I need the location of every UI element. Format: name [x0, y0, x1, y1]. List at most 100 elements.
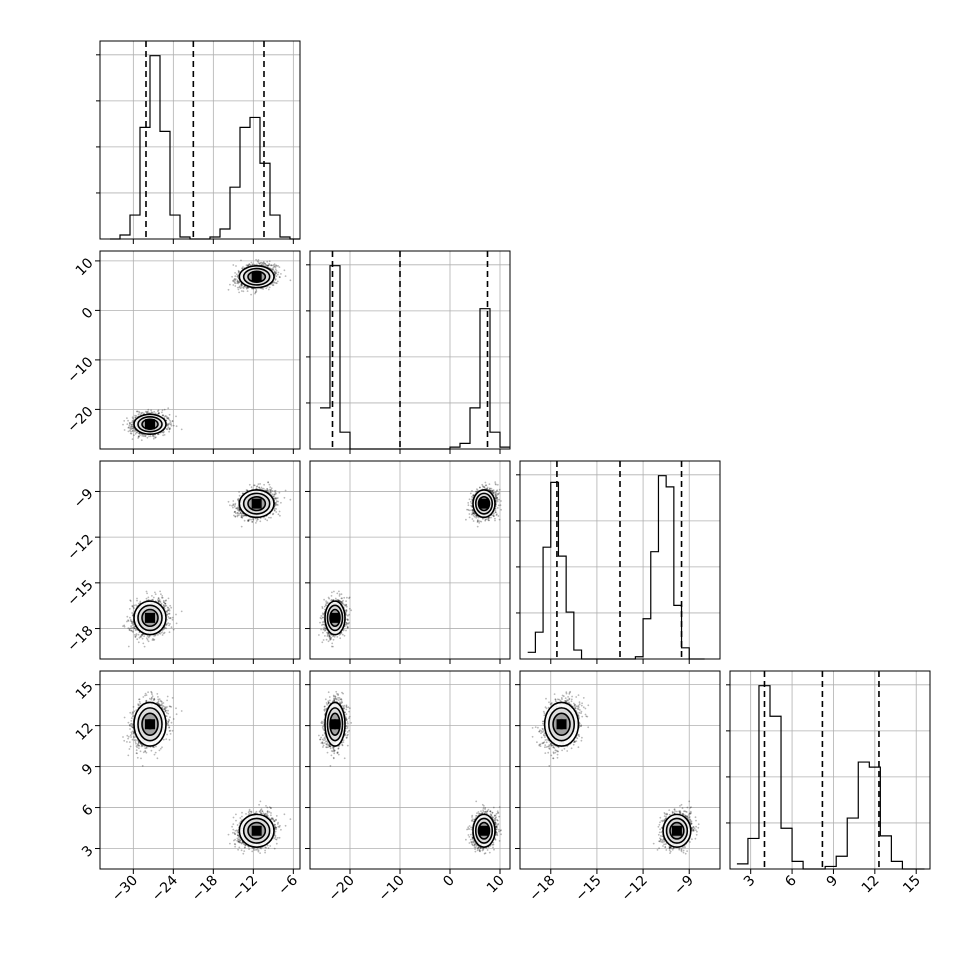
- sample-point: [152, 637, 154, 640]
- sample-point: [234, 282, 237, 285]
- sample-point: [128, 421, 131, 424]
- sample-point: [147, 636, 150, 639]
- sample-point: [163, 601, 166, 604]
- sample-point: [131, 438, 134, 440]
- sample-point: [137, 641, 140, 644]
- sample-point: [229, 283, 231, 286]
- sample-point: [151, 411, 154, 414]
- sample-point: [146, 638, 149, 641]
- sample-point: [136, 597, 138, 600]
- sample-point: [127, 426, 130, 429]
- sample-point: [135, 415, 138, 417]
- sample-point: [146, 436, 149, 439]
- sample-point: [266, 260, 269, 263]
- sample-point: [275, 282, 278, 285]
- sample-point: [151, 595, 153, 597]
- sample-point: [238, 281, 241, 283]
- sample-point: [159, 601, 162, 603]
- sample-point: [137, 437, 140, 439]
- sample-point: [147, 596, 150, 599]
- sample-point: [171, 420, 174, 422]
- sample-point: [139, 434, 142, 436]
- sample-point: [145, 597, 148, 600]
- sample-point: [139, 600, 142, 603]
- sample-point: [168, 609, 171, 612]
- sample-point: [122, 423, 124, 426]
- sample-point: [242, 266, 244, 268]
- panel-2-0: −18−15−12−9: [64, 460, 301, 664]
- sample-point: [168, 418, 170, 421]
- sample-point: [168, 430, 171, 433]
- sample-point: [274, 268, 277, 271]
- sample-point: [166, 424, 169, 427]
- sample-point: [167, 597, 170, 600]
- sample-point: [153, 635, 156, 637]
- sample-point: [134, 416, 137, 419]
- sample-point: [280, 273, 282, 275]
- sample-point: [137, 633, 140, 636]
- sample-point: [168, 608, 171, 610]
- sample-point: [248, 263, 251, 266]
- sample-point: [279, 276, 281, 279]
- sample-point: [169, 604, 172, 607]
- sample-point: [136, 431, 139, 434]
- sample-point: [276, 273, 279, 276]
- sample-point: [274, 278, 277, 280]
- sample-point: [154, 593, 157, 596]
- sample-point: [163, 430, 165, 433]
- sample-point: [134, 432, 137, 435]
- sample-point: [235, 265, 237, 267]
- sample-point: [162, 434, 165, 437]
- sample-point: [273, 270, 276, 273]
- sample-point: [136, 410, 138, 413]
- sample-point: [139, 635, 142, 638]
- sample-point: [171, 420, 174, 423]
- sample-point: [232, 264, 235, 266]
- sample-point: [146, 637, 148, 640]
- sample-point: [158, 412, 160, 414]
- sample-point: [172, 628, 175, 631]
- sample-point: [130, 625, 133, 628]
- sample-point: [234, 285, 237, 287]
- sample-point: [141, 634, 144, 636]
- sample-point: [157, 433, 160, 436]
- sample-point: [150, 409, 153, 412]
- sample-point: [231, 275, 234, 278]
- sample-point: [255, 290, 258, 292]
- sample-point: [266, 519, 269, 522]
- sample-point: [132, 427, 135, 430]
- sample-point: [127, 619, 129, 622]
- sample-point: [168, 624, 171, 627]
- sample-point: [170, 606, 173, 609]
- sample-point: [164, 602, 167, 605]
- sample-point: [167, 417, 169, 419]
- sample-point: [137, 435, 140, 438]
- sample-point: [129, 616, 131, 619]
- sample-point: [172, 424, 175, 427]
- sample-point: [232, 280, 234, 282]
- sample-point: [163, 604, 165, 607]
- sample-point: [126, 615, 129, 618]
- sample-point: [137, 413, 140, 416]
- sample-point: [169, 623, 171, 625]
- sample-point: [152, 437, 155, 440]
- sample-point: [161, 595, 164, 597]
- sample-point: [256, 263, 258, 266]
- sample-point: [122, 625, 124, 627]
- sample-point: [140, 413, 143, 415]
- sample-point: [232, 284, 235, 286]
- density-peak: [251, 271, 262, 282]
- sample-point: [234, 279, 237, 282]
- sample-point: [168, 413, 171, 416]
- sample-point: [132, 417, 134, 420]
- sample-point: [246, 290, 249, 292]
- sample-point: [133, 607, 135, 610]
- sample-point: [278, 266, 281, 268]
- sample-point: [130, 430, 133, 433]
- sample-point: [131, 612, 134, 614]
- sample-point: [277, 271, 280, 274]
- sample-point: [236, 286, 239, 289]
- sample-point: [135, 604, 137, 606]
- sample-point: [137, 432, 140, 435]
- y-tick-label: 10: [73, 255, 97, 279]
